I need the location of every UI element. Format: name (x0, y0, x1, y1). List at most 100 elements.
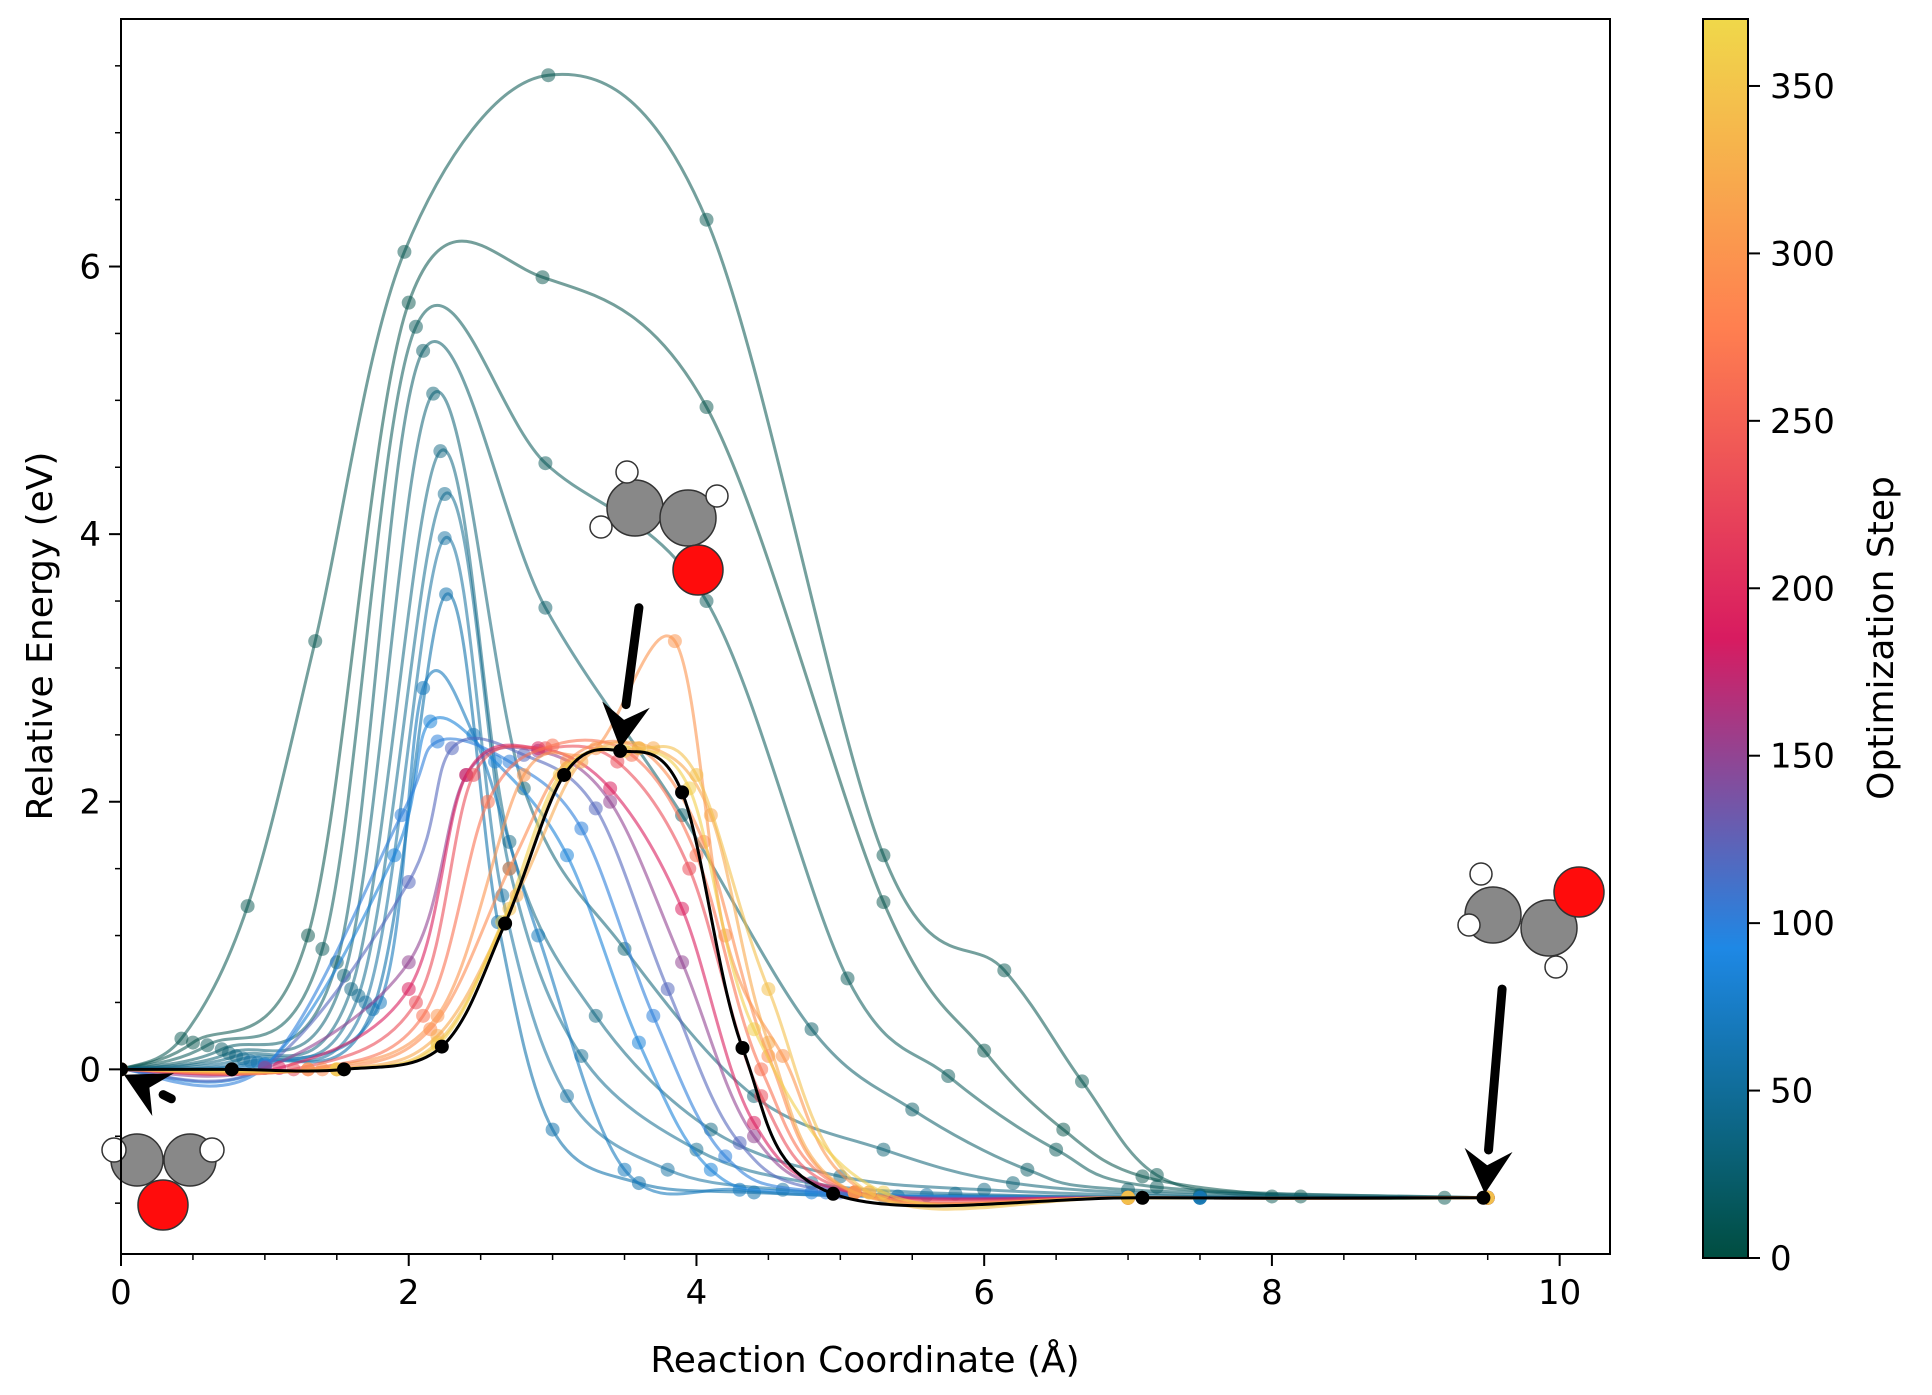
path-step-point (689, 1142, 704, 1157)
colorbar-tick-label: 0 (1770, 1239, 1792, 1279)
path-step-point (603, 781, 618, 796)
transition-state-arrow-head (602, 701, 650, 749)
x-tick-label: 6 (973, 1273, 995, 1313)
hydrogen-atom (1544, 955, 1568, 979)
path-step-point (200, 1038, 215, 1053)
path-step-point (682, 861, 697, 876)
final-path-point (121, 1062, 128, 1077)
oxygen-atom (137, 1179, 189, 1231)
path-step-point (1135, 1169, 1150, 1184)
path-step-point (617, 1162, 632, 1177)
final-path-point (498, 916, 513, 931)
path-step-point (703, 1162, 718, 1177)
path-step-point (747, 1129, 762, 1144)
initial-path-point (397, 244, 412, 259)
initial-path-point (1075, 1074, 1090, 1089)
path-step-point (301, 928, 316, 943)
path-step-point (444, 741, 459, 756)
colorbar-tick-label: 350 (1770, 67, 1835, 107)
initial-path-point (997, 963, 1012, 978)
path-step-point (977, 1043, 992, 1058)
path-step-point (862, 1185, 877, 1200)
hydrogen-atom (705, 484, 729, 508)
initial-path-line (121, 73, 1488, 1201)
reactant-molecule (101, 1133, 225, 1231)
path-step-point (1056, 1122, 1071, 1137)
path-step-point (718, 1149, 733, 1164)
path-step-point (876, 895, 891, 910)
final-path-point (675, 785, 690, 800)
path-step-point (588, 801, 603, 816)
colorbar-tick-label: 200 (1770, 569, 1835, 609)
y-axis-label: Relative Energy (eV) (20, 452, 61, 821)
y-tick-label: 0 (79, 1050, 101, 1090)
transition-state-molecule (589, 460, 729, 596)
final-path-point (613, 743, 628, 758)
path-step-point (531, 928, 546, 943)
path-step-point (689, 767, 704, 782)
path-step-point (387, 848, 402, 863)
path-step-point (401, 982, 416, 997)
path-step-point (804, 1022, 819, 1037)
final-path (121, 743, 1491, 1208)
path-step-point (439, 587, 454, 602)
path-step-point (941, 1069, 956, 1084)
product-arrow-shaft (1484, 984, 1507, 1155)
path-step-point (754, 1062, 769, 1077)
path-step-point (675, 901, 690, 916)
path-step-line (121, 304, 1488, 1200)
path-step-point (535, 270, 550, 285)
hydrogen-atom (615, 460, 639, 484)
hydrogen-atom (101, 1137, 127, 1163)
path-step-point (876, 1185, 891, 1200)
oxygen-atom (672, 544, 724, 596)
path-step-point (437, 487, 452, 501)
colorbar-ticks: 0 50 100 150 200 250 300 350 (1748, 67, 1835, 1279)
path-step-point (660, 982, 675, 997)
hydrogen-atom (199, 1137, 225, 1163)
path-step-point (416, 1008, 431, 1023)
path-step-point (559, 848, 574, 863)
path-step-point (437, 531, 452, 546)
path-step-point (433, 444, 448, 459)
hydrogen-atom (589, 515, 613, 539)
initial-path-point (174, 1031, 189, 1046)
path-step-point (631, 1035, 646, 1050)
path-step-point (559, 1089, 574, 1104)
path-step-point (538, 456, 553, 471)
y-axis: 0 2 4 6 (79, 65, 121, 1204)
colorbar-tick-label: 150 (1770, 737, 1835, 777)
initial-path-point (699, 212, 714, 227)
initial-path-point (541, 68, 556, 83)
product-molecule (1457, 862, 1605, 979)
final-path-point (224, 1062, 239, 1077)
path-step-point (426, 386, 441, 401)
y-tick-label: 2 (79, 783, 101, 823)
path-step-line (121, 390, 1488, 1200)
initial-path-point (240, 899, 255, 914)
carbon-atom (659, 489, 717, 547)
path-step-point (430, 1008, 445, 1023)
final-path-point (336, 1062, 351, 1077)
product-arrow-head (1464, 1147, 1513, 1194)
path-step-point (315, 941, 330, 956)
transition-state-arrow-shaft (621, 603, 644, 710)
hydrogen-atom (1469, 862, 1493, 886)
path-step-point (408, 319, 423, 334)
path-step-point (336, 968, 351, 983)
path-step-point (1005, 1176, 1020, 1191)
path-step-point (488, 754, 503, 769)
path-step-point (660, 1162, 675, 1177)
path-step-point (588, 1008, 603, 1023)
path-step-point (502, 861, 517, 876)
path-step-line (121, 239, 1488, 1200)
x-axis-label: Reaction Coordinate (Å) (650, 1338, 1079, 1381)
path-step-point (416, 343, 431, 358)
colorbar-tick-label: 50 (1770, 1072, 1813, 1112)
path-step-point (538, 600, 553, 615)
plot-frame (120, 18, 1611, 1255)
path-step-point (394, 808, 409, 823)
carbon-atom (1520, 899, 1578, 957)
path-step-point (761, 982, 776, 997)
path-step-line (121, 736, 1488, 1200)
